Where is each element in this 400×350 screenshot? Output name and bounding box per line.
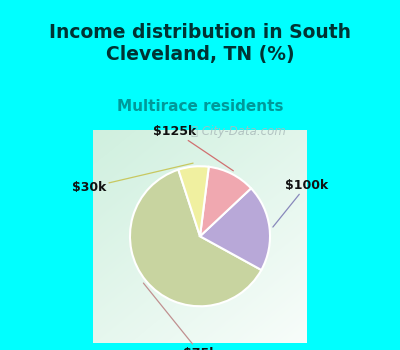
Text: $30k: $30k <box>72 163 193 194</box>
Text: Income distribution in South
Cleveland, TN (%): Income distribution in South Cleveland, … <box>49 23 351 64</box>
Wedge shape <box>178 166 209 236</box>
Text: Multirace residents: Multirace residents <box>117 99 283 114</box>
Text: $75k: $75k <box>144 283 217 350</box>
Text: $100k: $100k <box>273 178 328 227</box>
Text: ⓘ City-Data.com: ⓘ City-Data.com <box>190 125 286 138</box>
Wedge shape <box>130 170 261 306</box>
Wedge shape <box>200 167 251 236</box>
Text: $125k: $125k <box>153 125 233 171</box>
Wedge shape <box>200 188 270 270</box>
